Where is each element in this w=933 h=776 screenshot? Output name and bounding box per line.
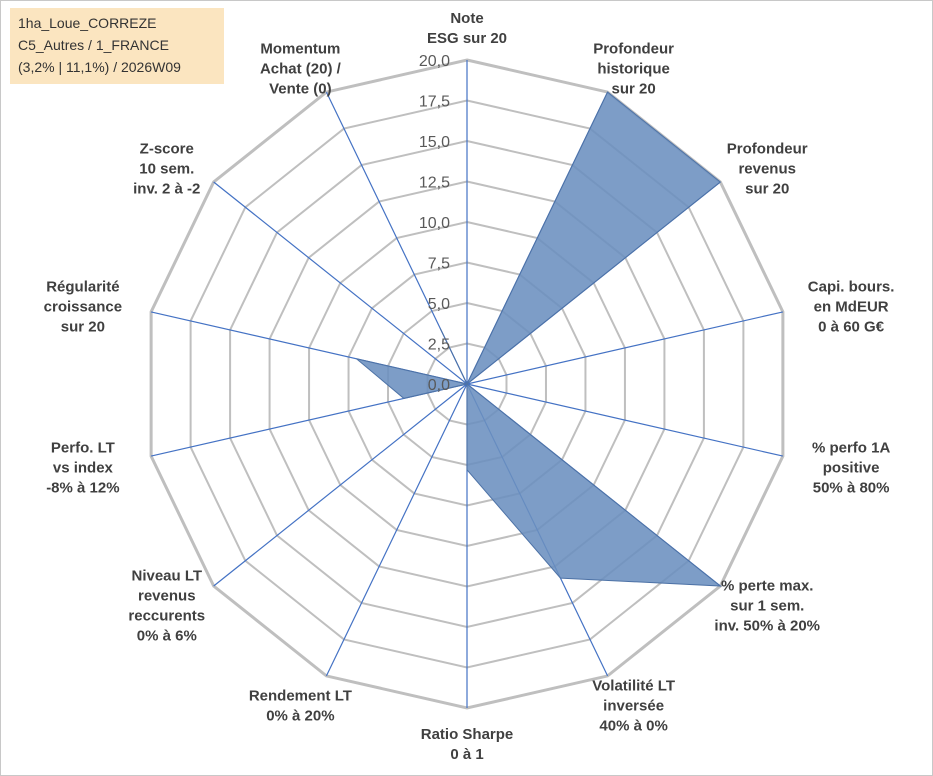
axis-label: Z-score 10 sem. inv. 2 à -2 xyxy=(133,141,200,198)
axis-label-line: sur 1 sem. xyxy=(730,597,804,614)
axis-label-line: Vente (0) xyxy=(269,81,332,98)
axis-label-line: -8% à 12% xyxy=(46,479,119,496)
axis-label-line: 0 à 1 xyxy=(450,746,483,763)
axis-label-line: 0% à 20% xyxy=(266,707,334,724)
axis-label-line: Profondeur xyxy=(727,141,808,158)
tick-label-layer: 0,0 2,5 5,0 7,5 10,0 12,5 15,0 17,5 20,0 xyxy=(419,53,450,394)
axis-label: Capi. bours. en MdEUR 0 à 60 G€ xyxy=(808,279,895,336)
axis-label-line: % perte max. xyxy=(721,577,814,594)
axis-label-line: sur 20 xyxy=(612,81,656,98)
radial-tick-label: 7,5 xyxy=(428,256,450,273)
axis-label-line: historique xyxy=(597,61,670,78)
chart-title-box: 1ha_Loue_CORREZE C5_Autres / 1_FRANCE (3… xyxy=(10,8,224,84)
axis-label-line: positive xyxy=(823,459,880,476)
axis-label-line: ESG sur 20 xyxy=(427,30,507,47)
radial-tick-label: 20,0 xyxy=(419,53,450,70)
radial-tick-label: 12,5 xyxy=(419,175,450,192)
axis-label: Rendement LT 0% à 20% xyxy=(249,687,352,724)
axis-label-line: Ratio Sharpe xyxy=(421,726,514,743)
axis-label: Ratio Sharpe 0 à 1 xyxy=(421,726,514,763)
chart-title-line-2: C5_Autres / 1_FRANCE xyxy=(18,37,169,53)
axis-label-line: Achat (20) / xyxy=(260,61,342,78)
radial-tick-label: 17,5 xyxy=(419,94,450,111)
axis-spoke xyxy=(325,383,468,677)
axis-label: Momentum Achat (20) / Vente (0) xyxy=(260,41,342,98)
series-layer xyxy=(356,91,722,587)
axis-label-line: inv. 50% à 20% xyxy=(714,617,820,634)
axis-label-line: Perfo. LT xyxy=(51,439,115,456)
axis-label-line: sur 20 xyxy=(61,319,105,336)
axis-label: % perfo 1A positive 50% à 80% xyxy=(812,439,891,496)
axis-label-line: Niveau LT xyxy=(131,567,202,584)
axis-label: Perfo. LT vs index -8% à 12% xyxy=(46,439,119,496)
axis-label-line: 0 à 60 G€ xyxy=(818,319,885,336)
axis-label-line: Volatilité LT xyxy=(592,677,675,694)
axis-label-line: inversée xyxy=(603,697,664,714)
axis-label: Régularité croissance sur 20 xyxy=(44,279,122,336)
axis-label-line: Z-score xyxy=(140,141,194,158)
axis-label: Profondeur historique sur 20 xyxy=(593,41,674,98)
axis-label-line: en MdEUR xyxy=(814,299,889,316)
axis-label-line: Momentum xyxy=(260,41,340,58)
axis-label-line: revenus xyxy=(138,587,196,604)
axis-spoke xyxy=(213,181,468,385)
axis-label-line: vs index xyxy=(53,459,114,476)
axis-label-line: croissance xyxy=(44,299,122,316)
axis-label: Niveau LT revenus reccurents 0% à 6% xyxy=(128,567,205,644)
axis-label: % perte max. sur 1 sem. inv. 50% à 20% xyxy=(714,577,820,634)
series-area xyxy=(356,91,722,587)
radial-tick-label: 0,0 xyxy=(428,377,450,394)
axis-label: Profondeur revenus sur 20 xyxy=(727,141,808,198)
axis-label-line: % perfo 1A xyxy=(812,439,891,456)
axis-spoke xyxy=(213,383,468,587)
axis-label-line: Note xyxy=(450,10,483,27)
axis-label-line: 50% à 80% xyxy=(813,479,890,496)
radial-tick-label: 10,0 xyxy=(419,215,450,232)
radial-tick-label: 5,0 xyxy=(428,296,450,313)
axis-label-line: 0% à 6% xyxy=(137,627,197,644)
axis-label-line: inv. 2 à -2 xyxy=(133,181,200,198)
chart-title-line-3: (3,2% | 11,1%) / 2026W09 xyxy=(18,59,181,75)
axis-label-line: Capi. bours. xyxy=(808,279,895,296)
radial-tick-label: 2,5 xyxy=(428,337,450,354)
axis-label-line: 40% à 0% xyxy=(599,717,667,734)
axis-label-layer: Note ESG sur 20 Profondeur historique sur 20… xyxy=(44,10,895,763)
axis-label-line: revenus xyxy=(738,161,796,178)
chart-title-line-1: 1ha_Loue_CORREZE xyxy=(18,15,157,31)
axis-label: Note ESG sur 20 xyxy=(427,10,507,47)
axis-label-line: sur 20 xyxy=(745,181,789,198)
axis-label-line: Profondeur xyxy=(593,41,674,58)
axis-label-line: 10 sem. xyxy=(139,161,194,178)
radial-tick-label: 15,0 xyxy=(419,134,450,151)
axis-label-line: Régularité xyxy=(46,279,119,296)
axis-label-line: Rendement LT xyxy=(249,687,352,704)
axis-label-line: reccurents xyxy=(128,607,205,624)
axis-spoke xyxy=(466,383,784,457)
axis-label: Volatilité LT inversée 40% à 0% xyxy=(592,677,675,734)
axis-spoke xyxy=(466,311,784,385)
